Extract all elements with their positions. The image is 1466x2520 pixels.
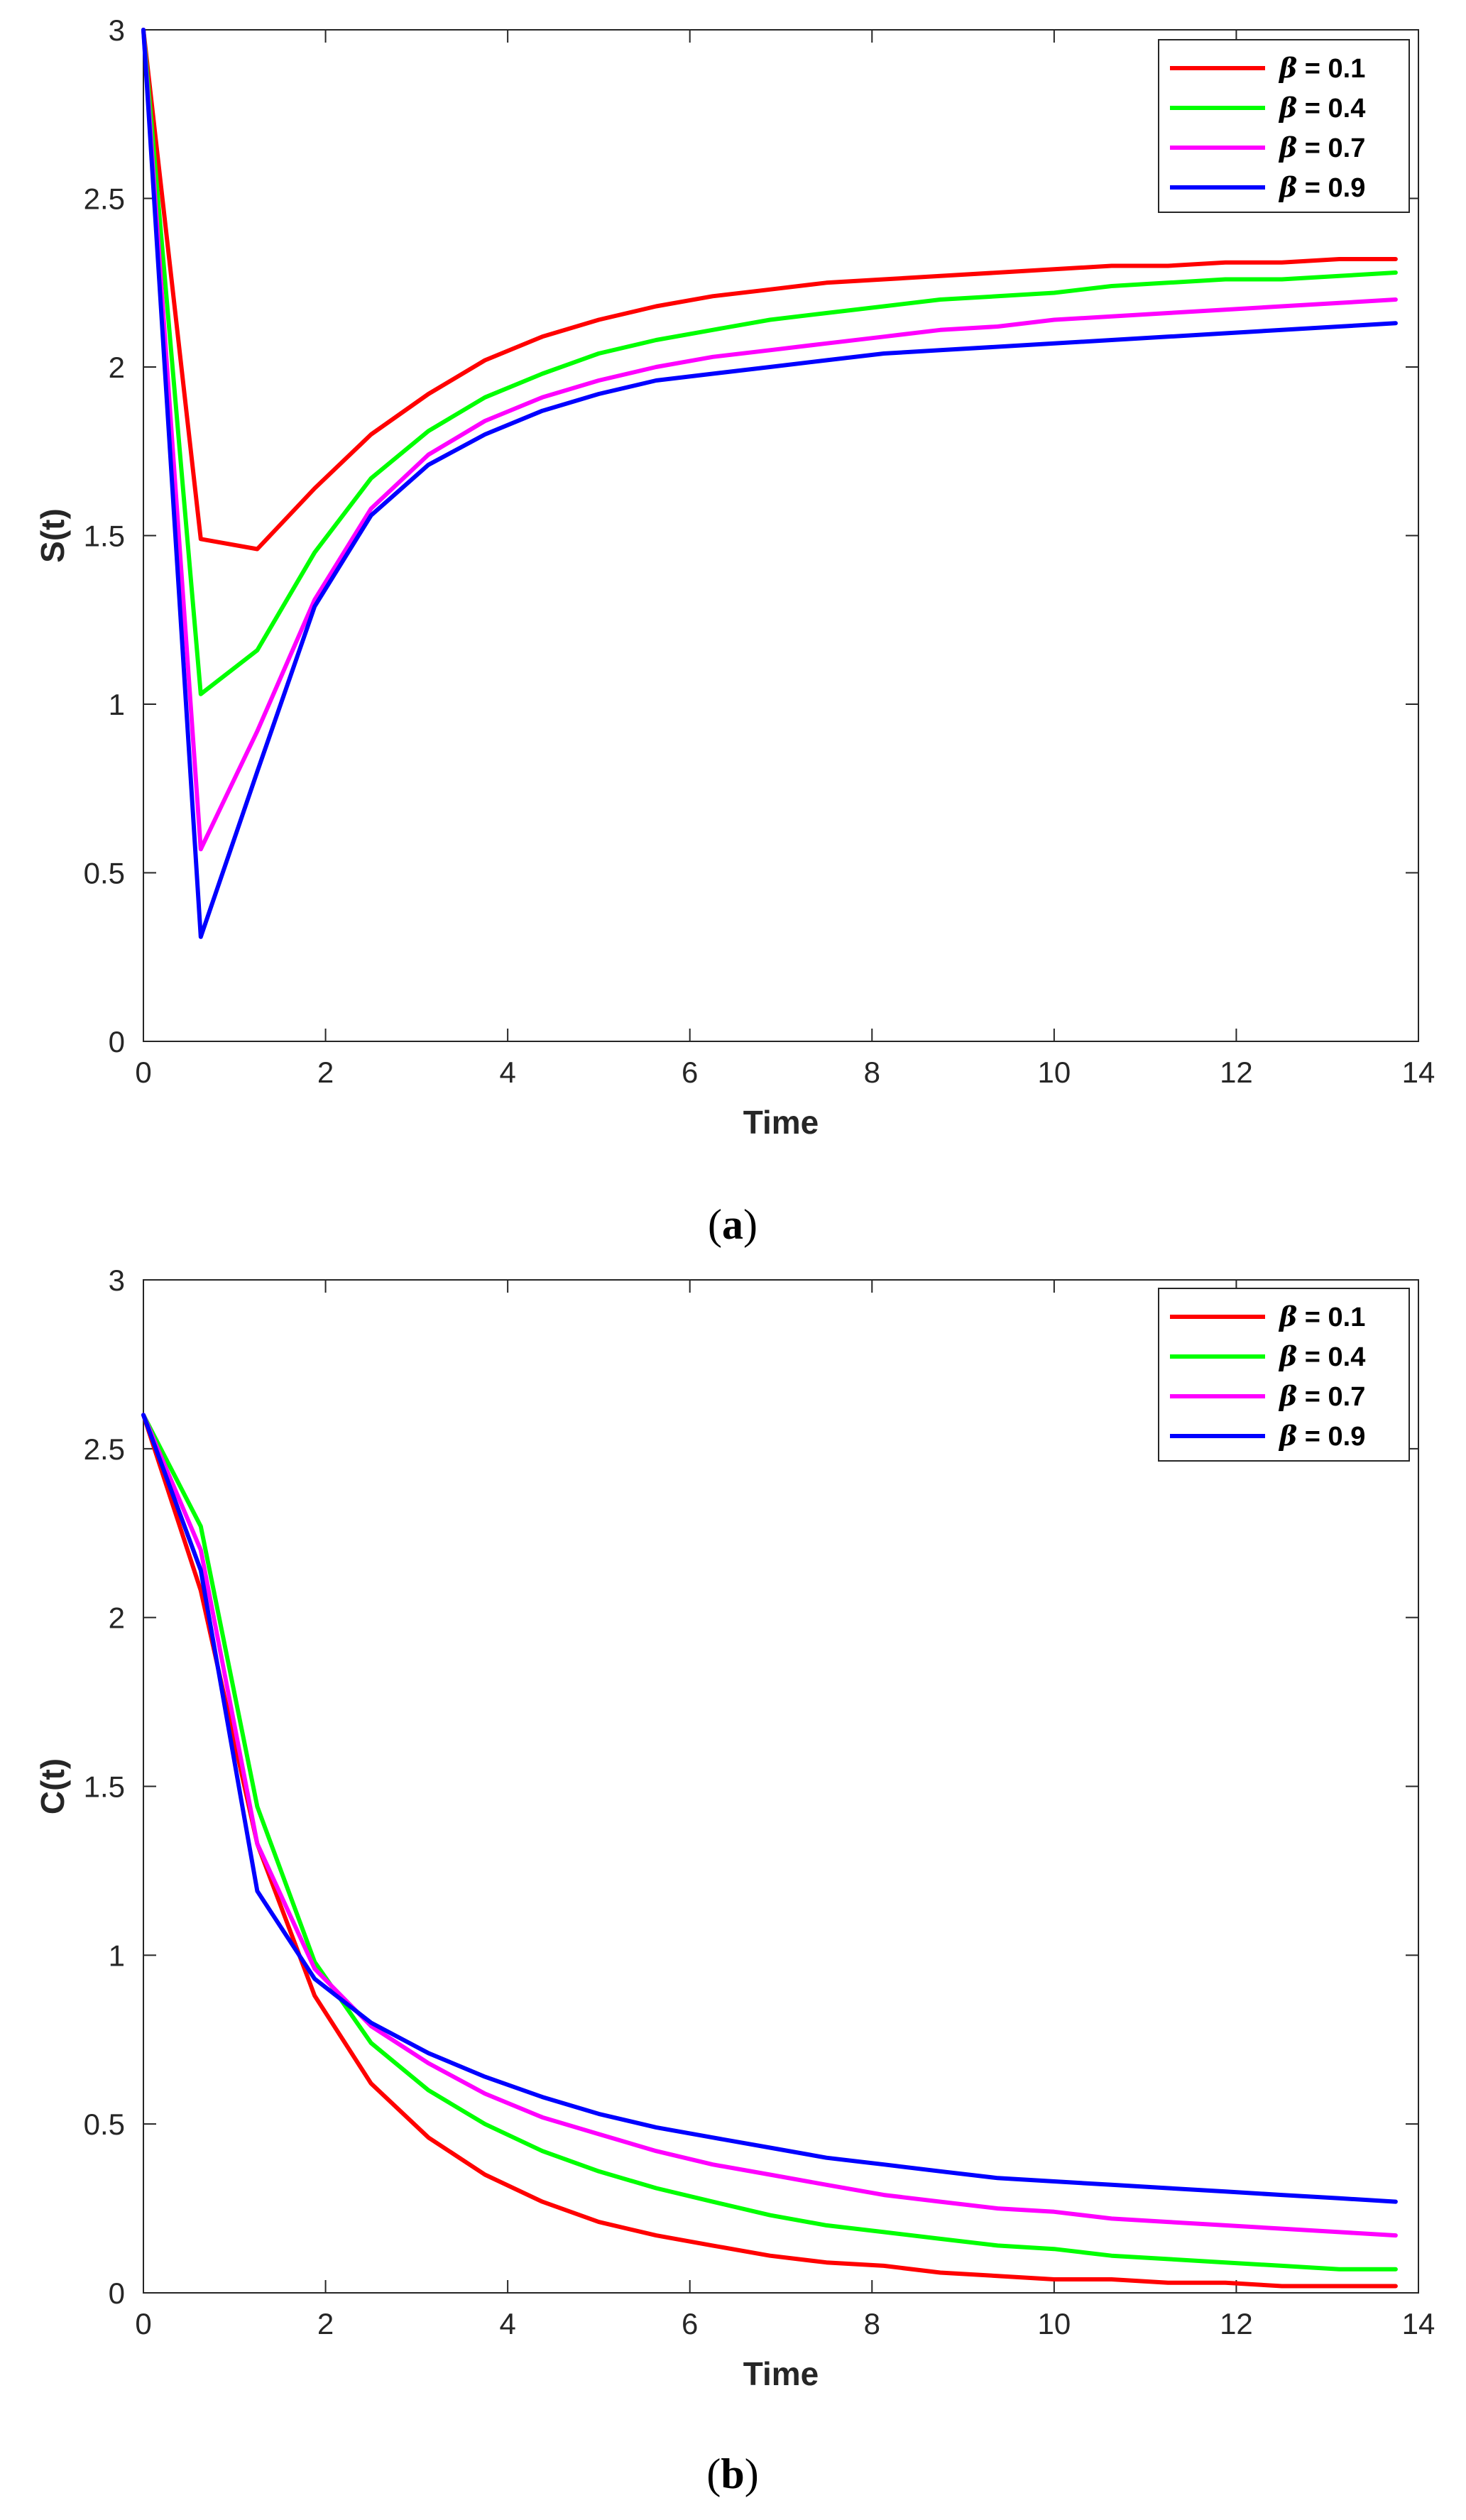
chart-a-y-tick-label: 1.5 xyxy=(84,520,125,553)
chart-b-x-tick-label: 4 xyxy=(499,2307,515,2340)
chart-b-x-tick-label: 14 xyxy=(1402,2307,1435,2340)
chart-b-legend-label-3: β = 0.7 xyxy=(1278,1380,1365,1412)
chart-b-x-tick-label: 12 xyxy=(1220,2307,1253,2340)
chart-a-y-tick-label: 1 xyxy=(109,688,125,721)
chart-a-x-tick-label: 2 xyxy=(317,1056,334,1089)
chart-b-legend-label-4: β = 0.9 xyxy=(1278,1420,1365,1452)
chart-b-x-tick-label: 10 xyxy=(1037,2307,1071,2340)
chart-b-y-tick-label: 0 xyxy=(109,2277,125,2310)
chart-a-series-line-2 xyxy=(141,28,1398,696)
chart-b-legend-label-2: β = 0.4 xyxy=(1278,1340,1365,1372)
chart-b-series-line-2 xyxy=(141,1413,1398,2272)
chart-a-x-tick-label: 8 xyxy=(864,1056,880,1089)
chart-a-y-tick-label: 2.5 xyxy=(84,182,125,216)
chart-b-x-tick-label: 0 xyxy=(135,2307,151,2340)
chart-a-series-line-3 xyxy=(141,28,1398,852)
chart-b-y-tick-label: 2.5 xyxy=(84,1432,125,1466)
chart-b-y-tick-label: 1 xyxy=(109,1939,125,1972)
chart-b-legend-label-1: β = 0.1 xyxy=(1278,1300,1365,1332)
chart-a-legend-label-2: β = 0.4 xyxy=(1278,92,1365,124)
caption-a: (a) xyxy=(708,1201,757,1248)
chart-a-series-line-4 xyxy=(141,28,1398,939)
chart-a-legend-label-4: β = 0.9 xyxy=(1278,171,1365,203)
chart-a-legend-label-3: β = 0.7 xyxy=(1278,131,1365,163)
chart-b-y-tick-label: 0.5 xyxy=(84,2108,125,2141)
chart-a-x-tick-label: 0 xyxy=(135,1056,151,1089)
chart-a-legend-label-1: β = 0.1 xyxy=(1278,52,1365,84)
chart-a-y-tick-label: 0.5 xyxy=(84,857,125,890)
chart-b-x-tick-label: 2 xyxy=(317,2307,334,2340)
chart-a-y-axis-label: S(t) xyxy=(34,508,71,563)
chart-a-x-tick-label: 4 xyxy=(499,1056,515,1089)
caption-b: (b) xyxy=(706,2450,758,2497)
chart-a-series-line-1 xyxy=(141,28,1398,552)
chart-b-y-axis-label: C(t) xyxy=(34,1758,71,1814)
chart-b-series-line-1 xyxy=(141,1413,1398,2289)
chart-b-y-tick-label: 2 xyxy=(109,1601,125,1635)
chart-a-x-tick-label: 14 xyxy=(1402,1056,1435,1089)
chart-panel-b: 0 2 4 6 8 10 12 14 0 0.5 1 1.5 2 2.5 3 Time C(t) β = 0.1 β… xyxy=(34,1264,1435,2392)
chart-b-x-axis-label: Time xyxy=(743,2355,819,2392)
chart-a-x-tick-label: 12 xyxy=(1220,1056,1253,1089)
chart-a-y-tick-label: 3 xyxy=(109,13,125,47)
chart-a-legend-box xyxy=(1158,39,1410,213)
chart-b-x-tick-label: 8 xyxy=(864,2307,880,2340)
chart-b-y-tick-label: 3 xyxy=(109,1264,125,1297)
chart-a-y-tick-label: 2 xyxy=(109,351,125,384)
chart-panel-a: 0 2 4 6 8 10 12 14 0 0.5 1 1.5 2 2.5 3 Time S(t) β = 0.1 β… xyxy=(34,13,1435,1141)
chart-a-x-axis-label: Time xyxy=(743,1104,819,1141)
chart-a-x-tick-label: 6 xyxy=(682,1056,698,1089)
chart-a-y-tick-label: 0 xyxy=(109,1025,125,1058)
chart-b-x-tick-label: 6 xyxy=(682,2307,698,2340)
chart-b-series-line-4 xyxy=(141,1413,1398,2204)
chart-b-y-tick-label: 1.5 xyxy=(84,1770,125,1804)
chart-a-x-tick-label: 10 xyxy=(1037,1056,1071,1089)
